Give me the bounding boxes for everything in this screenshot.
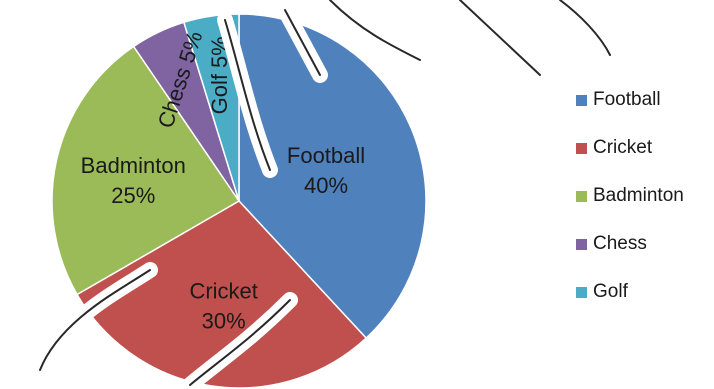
chart-legend: Football Cricket Badminton Chess Golf [576, 88, 714, 328]
legend-label-badminton: Badminton [593, 185, 684, 206]
legend-swatch-football [576, 94, 587, 106]
legend-item-golf: Golf [576, 280, 714, 304]
legend-swatch-chess [576, 238, 587, 250]
legend-swatch-golf [576, 286, 587, 298]
legend-label-football: Football [593, 89, 661, 110]
pie-slice-label-football: Football 40% [287, 143, 365, 198]
legend-item-football: Football [576, 88, 714, 112]
legend-label-chess: Chess [593, 233, 647, 254]
legend-item-chess: Chess [576, 232, 714, 256]
pie-slice-label-golf: Golf 5% [207, 36, 232, 114]
legend-item-badminton: Badminton [576, 184, 714, 208]
legend-label-cricket: Cricket [593, 137, 653, 158]
pie-slice-label-badminton: Badminton 25% [81, 153, 186, 208]
legend-item-cricket: Cricket [576, 136, 714, 160]
legend-swatch-cricket [576, 142, 587, 154]
legend-label-golf: Golf [593, 281, 628, 302]
legend-swatch-badminton [576, 190, 587, 202]
